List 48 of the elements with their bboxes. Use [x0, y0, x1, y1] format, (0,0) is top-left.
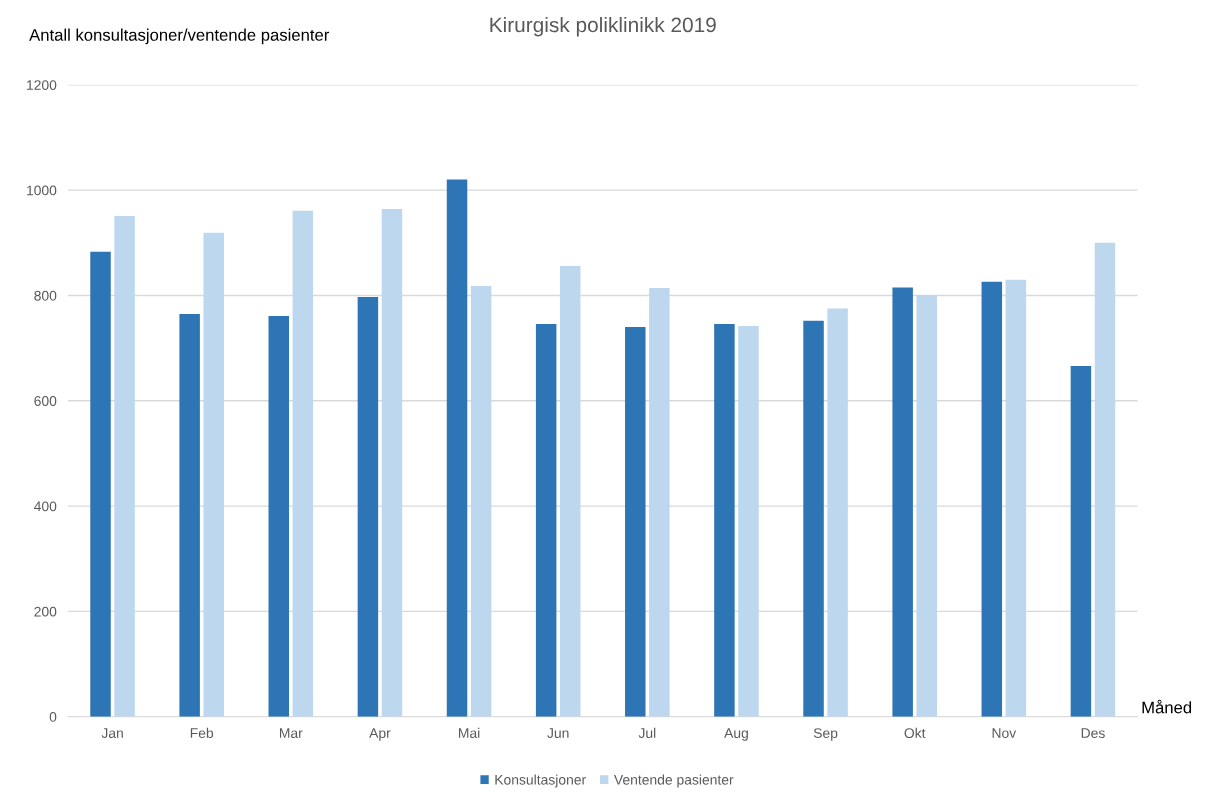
- bar: [892, 287, 913, 717]
- bar: [559, 265, 581, 717]
- bar: [179, 313, 200, 717]
- bar: [268, 315, 290, 717]
- y-tick-label: 600: [34, 396, 57, 406]
- bar: [90, 251, 111, 717]
- x-tick-label: Nov: [992, 728, 1017, 739]
- bar: [738, 326, 759, 717]
- chart-title: Kirurgisk poliklinikk 2019: [490, 16, 716, 37]
- bar: [470, 285, 492, 717]
- x-axis-title: Måned: [1142, 699, 1192, 714]
- bar: [446, 179, 468, 717]
- x-tick-label: Sep: [813, 728, 838, 741]
- bar: [916, 294, 937, 717]
- x-tick-label: Des: [1081, 728, 1105, 739]
- x-tick-label: Jan: [101, 728, 123, 739]
- bar: [1070, 366, 1092, 717]
- bar: [1005, 279, 1027, 717]
- y-tick-label: 0: [49, 712, 57, 722]
- bar: [114, 215, 135, 717]
- bar: [803, 320, 824, 717]
- y-tick-label: 800: [34, 290, 57, 301]
- y-tick-label: 1000: [27, 185, 57, 196]
- bar: [714, 323, 735, 717]
- bar: [981, 281, 1003, 717]
- x-tick-label: Feb: [190, 727, 214, 739]
- y-tick-label: 200: [34, 606, 57, 617]
- bar: [381, 209, 403, 717]
- bar: [203, 232, 224, 717]
- bar: [649, 288, 670, 717]
- x-tick-label: Jun: [547, 728, 569, 739]
- bar: [292, 210, 314, 717]
- x-tick-label: Jul: [638, 727, 656, 739]
- x-tick-label: Okt: [904, 727, 926, 739]
- y-tick-label: 1200: [27, 80, 57, 91]
- bar: [535, 323, 557, 717]
- bar: [357, 297, 379, 717]
- legend-label: Konsultasjoner: [495, 774, 586, 788]
- x-tick-label: Apr: [369, 728, 391, 741]
- y-axis-title: Antall konsultasjoner/ventende pasienter: [29, 28, 330, 45]
- bar: [827, 308, 848, 717]
- x-tick-label: Aug: [724, 728, 748, 741]
- legend-label: Ventende pasienter: [613, 774, 734, 788]
- y-tick-label: 400: [34, 501, 57, 512]
- bar: [625, 327, 646, 717]
- x-tick-label: Mar: [279, 728, 303, 739]
- x-tick-label: Mai: [459, 727, 480, 739]
- bar: [1094, 242, 1116, 717]
